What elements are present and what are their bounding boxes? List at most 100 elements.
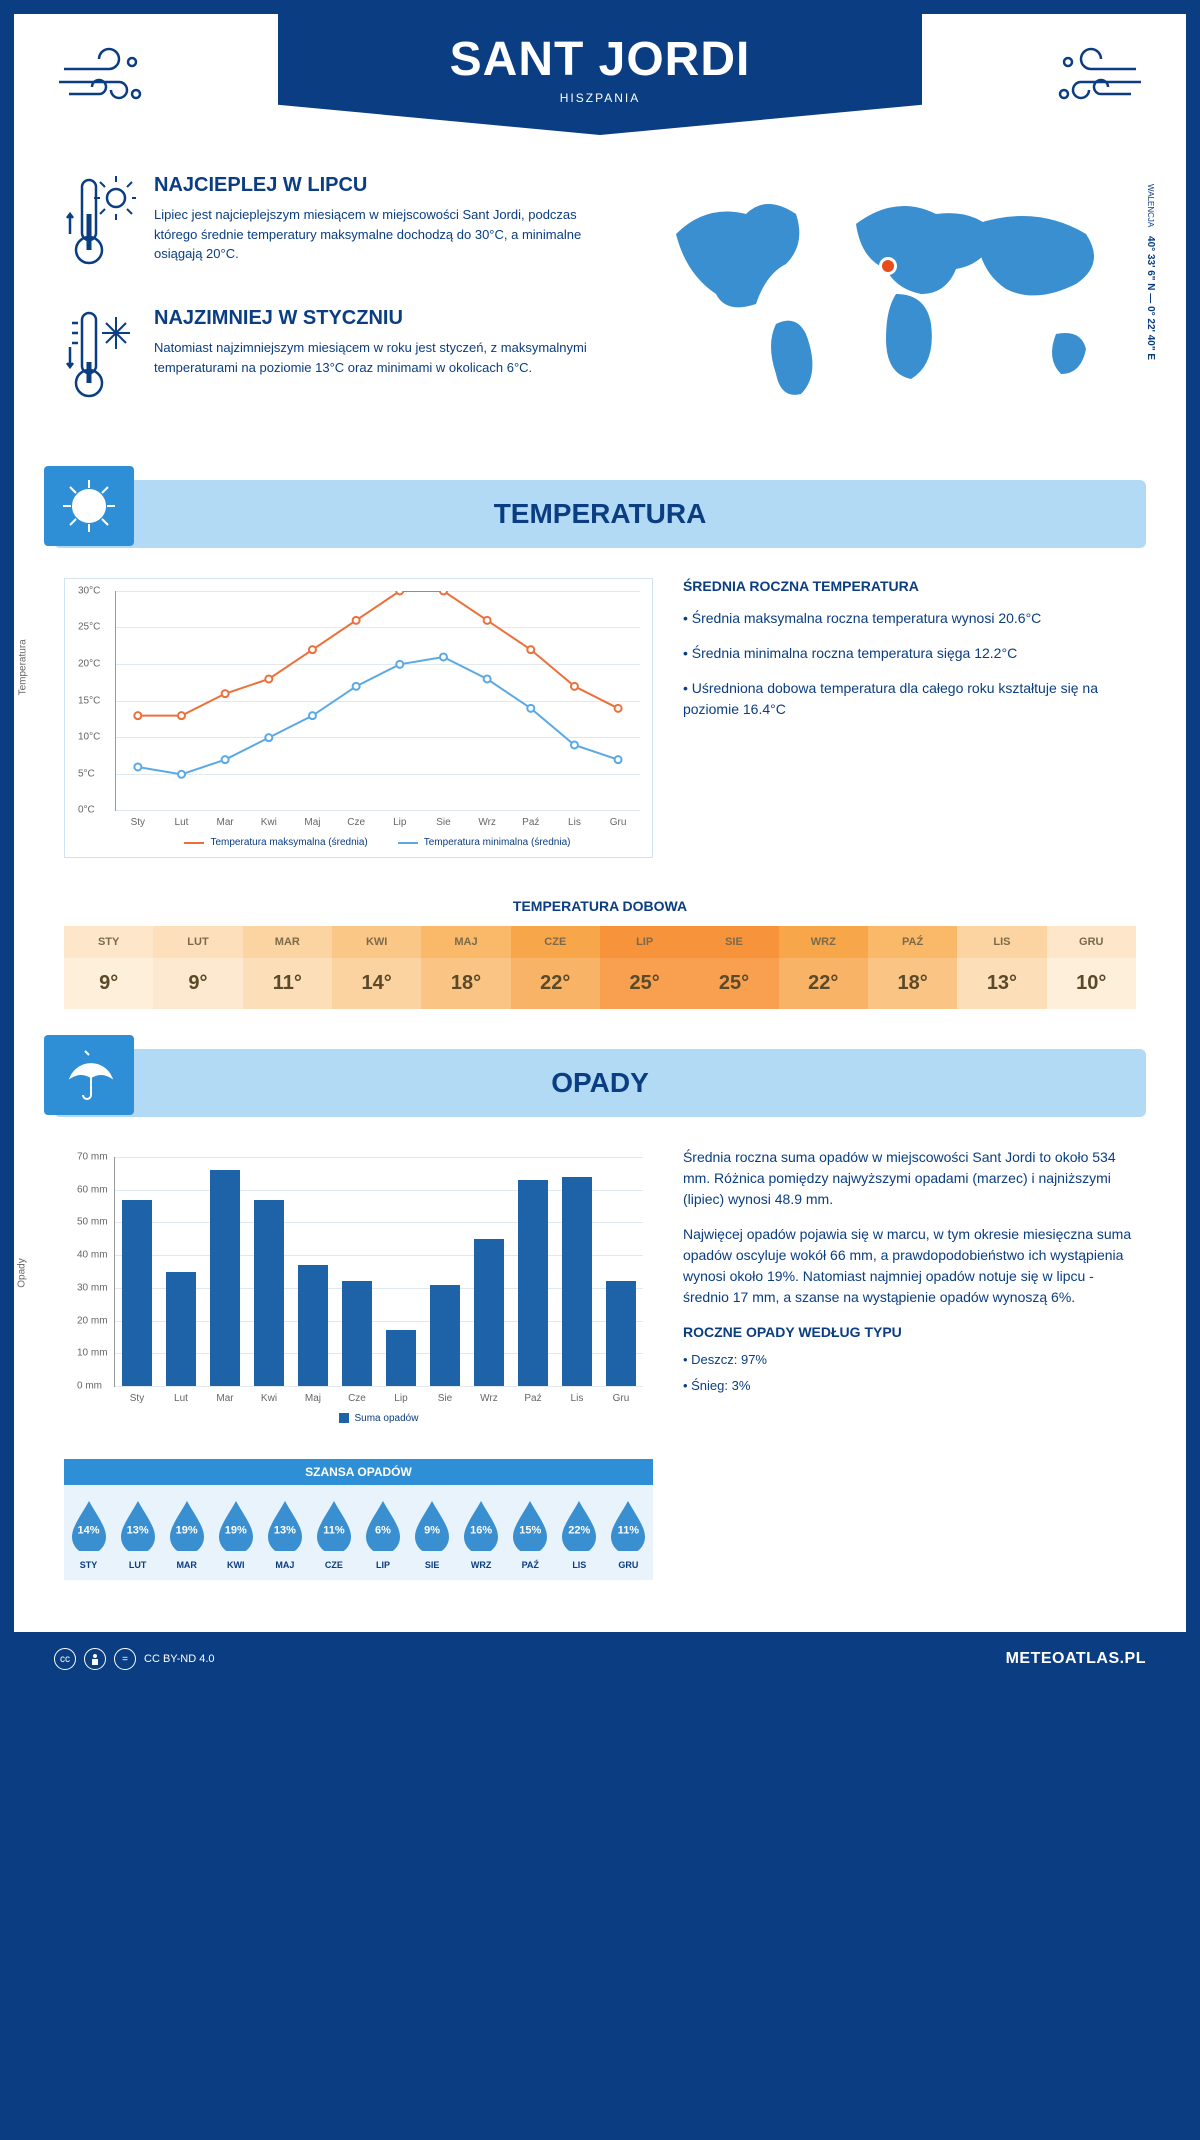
type-snow: • Śnieg: 3% (683, 1376, 1136, 1396)
daily-cell: WRZ22° (779, 926, 868, 1009)
type-rain: • Deszcz: 97% (683, 1350, 1136, 1370)
daily-value: 13° (957, 958, 1046, 1009)
nd-icon: = (114, 1648, 136, 1670)
x-tick: Paź (524, 1393, 541, 1404)
x-tick: Sty (130, 1393, 144, 1404)
coldest-block: NAJZIMNIEJ W STYCZNIU Natomiast najzimni… (64, 307, 616, 412)
chance-value: 11% (323, 1524, 344, 1536)
x-tick: Gru (613, 1393, 630, 1404)
drop-icon: 19% (166, 1499, 208, 1556)
x-tick: Kwi (261, 817, 277, 828)
daily-temp-title: TEMPERATURA DOBOWA (14, 898, 1186, 914)
daily-cell: PAŹ18° (868, 926, 957, 1009)
drop-icon: 11% (313, 1499, 355, 1556)
wind-icon (54, 44, 154, 119)
temperature-title: TEMPERATURA (494, 498, 707, 529)
daily-value: 10° (1047, 958, 1136, 1009)
bar (518, 1180, 548, 1386)
y-tick: 0 mm (77, 1381, 102, 1392)
precip-chart-row: Opady 0 mm10 mm20 mm30 mm40 mm50 mm60 mm… (14, 1147, 1186, 1612)
bar-legend: Suma opadów (114, 1413, 643, 1424)
chance-value: 14% (78, 1524, 100, 1536)
coldest-body: Natomiast najzimniejszym miesiącem w rok… (154, 338, 616, 377)
daily-cell: LIP25° (600, 926, 689, 1009)
y-tick: 0°C (78, 805, 95, 816)
x-tick: Lis (571, 1393, 584, 1404)
chance-cell: 19%MAR (162, 1499, 211, 1570)
avg-title: ŚREDNIA ROCZNA TEMPERATURA (683, 578, 1136, 594)
daily-temp-table: STY9°LUT9°MAR11°KWI14°MAJ18°CZE22°LIP25°… (64, 926, 1136, 1009)
x-tick: Lis (568, 817, 581, 828)
x-tick: Sty (131, 817, 145, 828)
daily-month: LUT (153, 926, 242, 958)
x-tick: Mar (216, 1393, 233, 1404)
sun-icon (44, 466, 134, 546)
x-tick: Cze (348, 1393, 366, 1404)
chance-month: KWI (211, 1560, 260, 1570)
chance-value: 9% (424, 1524, 440, 1536)
daily-value: 22° (779, 958, 868, 1009)
site-name: METEOATLAS.PL (1006, 1650, 1146, 1668)
daily-month: CZE (511, 926, 600, 958)
x-tick: Lip (394, 1393, 407, 1404)
daily-month: LIP (600, 926, 689, 958)
daily-month: LIS (957, 926, 1046, 958)
chart-legend: Temperatura maksymalna (średnia) Tempera… (115, 837, 640, 848)
bar (386, 1330, 416, 1386)
chance-cell: 11%GRU (604, 1499, 653, 1570)
precip-section-header: OPADY (54, 1049, 1146, 1117)
coords-text: 40° 33' 6" N — 0° 22' 40" E (1145, 236, 1156, 360)
infographic-page: SANT JORDI HISZPANIA (10, 10, 1190, 1690)
chance-month: LIP (358, 1560, 407, 1570)
daily-value: 18° (868, 958, 957, 1009)
chance-month: WRZ (457, 1560, 506, 1570)
x-tick: Sie (436, 817, 450, 828)
type-title: ROCZNE OPADY WEDŁUG TYPU (683, 1324, 1136, 1340)
daily-cell: MAJ18° (421, 926, 510, 1009)
x-tick: Sie (438, 1393, 452, 1404)
daily-cell: CZE22° (511, 926, 600, 1009)
wind-icon (1046, 44, 1146, 119)
drop-icon: 14% (68, 1499, 110, 1556)
chance-month: CZE (309, 1560, 358, 1570)
coldest-title: NAJZIMNIEJ W STYCZNIU (154, 307, 616, 330)
drop-icon: 13% (264, 1499, 306, 1556)
chance-value: 19% (176, 1524, 198, 1536)
y-tick: 60 mm (77, 1184, 108, 1195)
daily-month: KWI (332, 926, 421, 958)
daily-cell: KWI14° (332, 926, 421, 1009)
world-map: WALENCJA 40° 33' 6" N — 0° 22' 40" E (656, 174, 1136, 440)
y-tick: 30°C (78, 586, 100, 597)
by-icon (84, 1648, 106, 1670)
daily-cell: STY9° (64, 926, 153, 1009)
daily-cell: GRU10° (1047, 926, 1136, 1009)
x-tick: Mar (217, 817, 234, 828)
avg-b3: • Uśredniona dobowa temperatura dla całe… (683, 678, 1136, 720)
x-tick: Maj (305, 1393, 321, 1404)
chance-month: PAŹ (506, 1560, 555, 1570)
daily-month: SIE (689, 926, 778, 958)
chance-cell: 11% CZE (309, 1499, 358, 1570)
daily-value: 18° (421, 958, 510, 1009)
bar (474, 1239, 504, 1386)
bar (562, 1177, 592, 1386)
chance-cell: 19% KWI (211, 1499, 260, 1570)
chance-month: SIE (408, 1560, 457, 1570)
page-subtitle: HISZPANIA (278, 91, 923, 105)
y-tick: 15°C (78, 695, 100, 706)
x-tick: Cze (347, 817, 365, 828)
daily-month: PAŹ (868, 926, 957, 958)
x-tick: Lut (174, 1393, 188, 1404)
license: cc = CC BY-ND 4.0 (54, 1648, 215, 1670)
y-axis-title-precip: Opady (17, 1258, 28, 1287)
info-row: NAJCIEPLEJ W LIPCU Lipiec jest najcieple… (14, 154, 1186, 460)
umbrella-icon (44, 1035, 134, 1115)
x-tick: Lut (175, 817, 189, 828)
bar (122, 1200, 152, 1386)
bar (210, 1170, 240, 1386)
avg-b2: • Średnia minimalna roczna temperatura s… (683, 643, 1136, 664)
chance-month: MAJ (260, 1560, 309, 1570)
daily-cell: LUT9° (153, 926, 242, 1009)
y-tick: 10 mm (77, 1348, 108, 1359)
drop-icon: 19% (215, 1499, 257, 1556)
